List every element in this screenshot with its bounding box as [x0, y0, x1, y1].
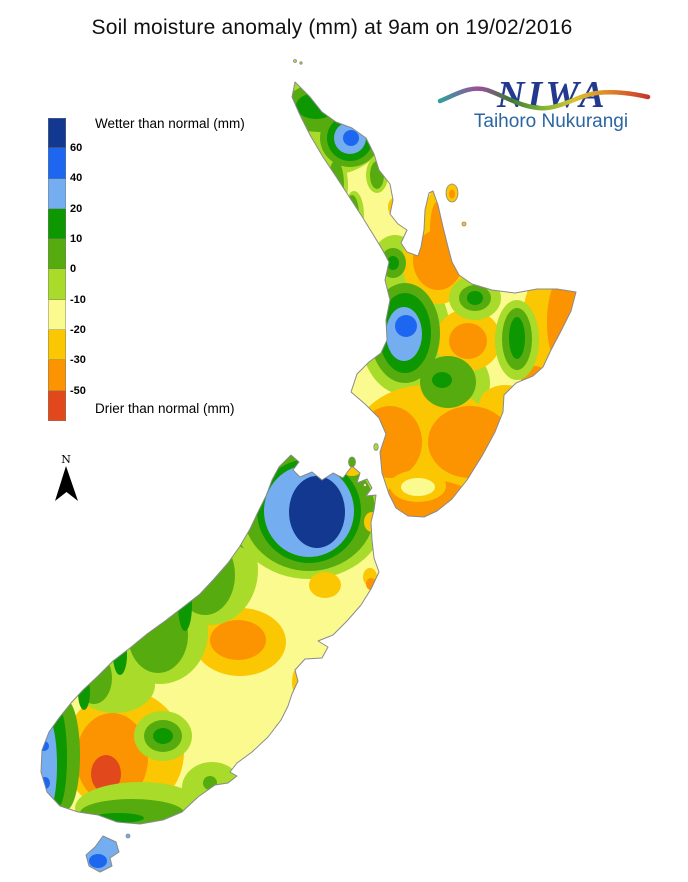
legend-swatch	[48, 330, 66, 361]
legend-wetter-label: Wetter than normal (mm)	[95, 116, 245, 131]
legend-swatch	[48, 148, 66, 179]
legend-tick: 40	[70, 172, 83, 184]
legend-drier-label: Drier than normal (mm)	[95, 401, 235, 416]
page-title: Soil moisture anomaly (mm) at 9am on 19/…	[91, 16, 573, 39]
niwa-logo: NIWA Taihoro Nukurangi	[437, 74, 651, 132]
legend-swatch	[48, 299, 66, 331]
legend-swatch	[48, 269, 66, 300]
legend-tick: -10	[70, 294, 86, 306]
north-label: N	[61, 453, 71, 466]
legend-swatch	[48, 239, 66, 270]
niwa-wave-icon	[437, 86, 651, 111]
north-arrow: N	[55, 453, 78, 501]
legend-swatch	[48, 390, 66, 421]
north-island-contours	[292, 82, 576, 517]
legend-swatch	[48, 360, 66, 391]
legend-tick: 10	[70, 233, 83, 245]
south-island-contours	[41, 455, 379, 824]
north-arrow-icon	[55, 466, 78, 501]
legend-tick: -30	[70, 354, 86, 366]
legend-tick: 20	[70, 203, 83, 215]
niwa-tagline-text: Taihoro Nukurangi	[474, 111, 628, 132]
legend-tick: 0	[70, 263, 77, 275]
legend-swatch	[48, 118, 66, 149]
legend-tick: 60	[70, 142, 83, 154]
legend-swatch	[48, 208, 66, 240]
legend-tick: -20	[70, 324, 86, 336]
legend-colorbar	[48, 118, 66, 421]
offshore-islets	[125, 59, 467, 839]
legend-tick: -50	[70, 385, 86, 397]
legend-swatch	[48, 178, 66, 209]
